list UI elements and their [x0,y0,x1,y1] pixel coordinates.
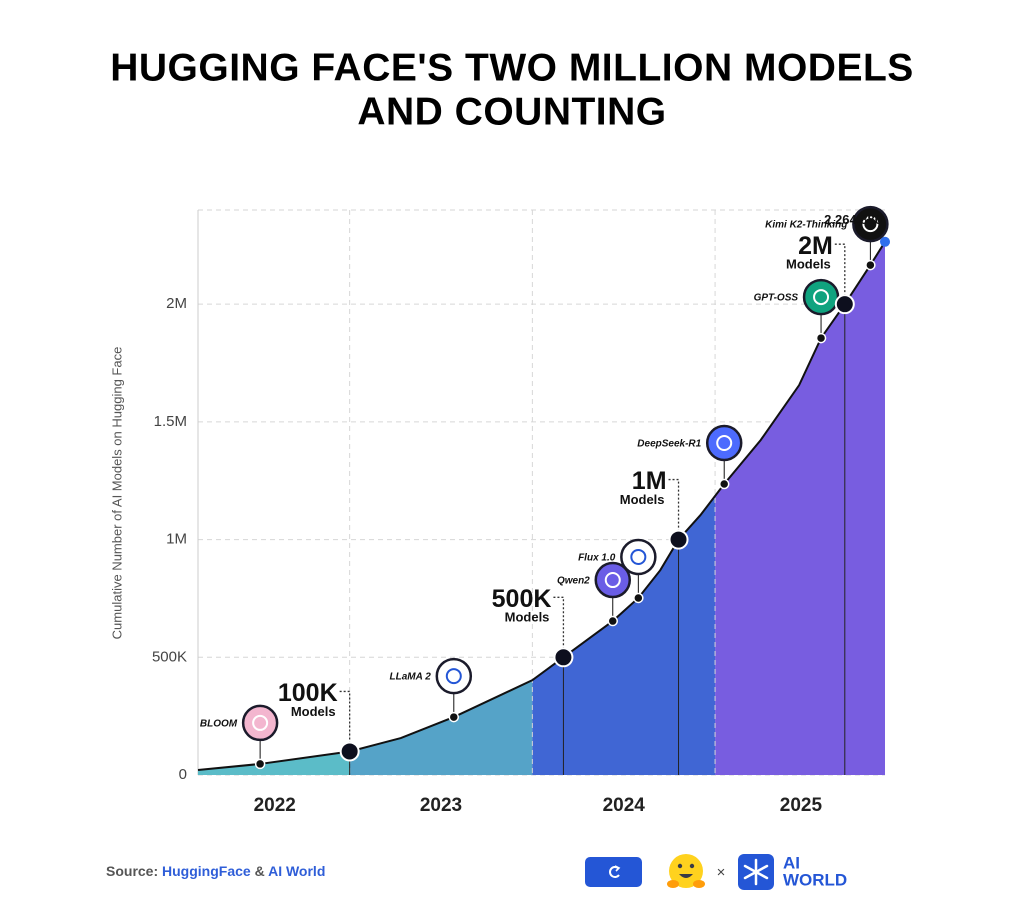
model-icon-inner [862,216,879,233]
model-icon-inner [630,548,647,565]
source-link[interactable]: AI World [268,863,325,879]
area-region [349,241,533,775]
brand: AI [783,853,800,872]
area-region [715,241,885,775]
x-tick-label: 2022 [254,795,296,816]
milestone-point [339,741,360,762]
model-icon-inner [445,668,462,685]
model-label: DeepSeek-R1 [637,439,701,450]
milestone-point [834,294,855,315]
y-tick-label: 1M [166,531,187,548]
x-tick-label: 2023 [420,795,462,816]
brand: WORLD [783,870,847,889]
refresh-button[interactable] [585,857,642,887]
model-point [718,478,730,490]
milestone-label: 100K [278,679,338,707]
milestone-point [668,529,689,550]
milestone-label: 2M [798,232,833,260]
model-point [865,259,876,271]
source-link[interactable]: HuggingFace [162,863,251,879]
model-point [607,615,619,627]
milestone-label: 500K [492,585,552,613]
plot: 0 500K 1M 1.5M 2M 2022 2023 2024 2025 BLOOM LLaMA … [152,205,890,816]
x-tick-label: 2025 [780,795,823,816]
model-label: Qwen2 [557,576,590,587]
milestone-sub: Models [620,492,665,507]
hf-mouth [679,874,693,878]
milestone-connector [668,478,680,540]
hf-hand [693,880,705,888]
x-tick-label: 2024 [603,795,646,816]
source: Source: HuggingFace & AI World [106,863,325,879]
model-label: Flux 1.0 [578,553,616,564]
model-icon-inner [604,572,621,589]
milestone-connector [339,690,351,752]
model-point [448,711,460,723]
model-point [254,758,266,770]
milestone-connector [834,243,846,305]
hf-eye [689,863,695,869]
model-icon [620,538,657,576]
model-icon-inner [252,714,269,731]
model-icon [705,424,743,462]
model-label: Kimi K2-Thinking [765,220,847,231]
milestone-point [553,647,574,668]
hf-face [669,854,703,888]
y-tick-label: 2M [166,295,187,312]
model-icon [241,704,279,742]
milestone-label: 1M [632,467,667,495]
model-icon-inner [716,435,733,452]
y-tick-label: 500K [152,648,187,665]
model-point [633,592,644,604]
y-tick-label: 1.5M [154,413,187,430]
model-icon [802,278,840,316]
source-prefix: Source: [106,863,158,879]
y-axis-label: Cumulative Number of AI Models on Huggin… [109,347,124,640]
button-bg[interactable] [585,857,642,887]
footer: Source: HuggingFace & AI World × AI WORL… [106,853,847,890]
model-icon [594,561,632,599]
milestone-sub: Models [291,704,336,719]
model-label: LLaMA 2 [389,672,431,683]
hf-logo [667,854,705,888]
model-label: GPT-OSS [754,293,799,304]
refresh-icon[interactable] [614,865,621,872]
hf-hand [667,880,679,888]
end-label: 2,264,880 [824,212,882,227]
ai-world-mark [743,858,769,886]
model-icon [435,657,473,695]
model-icon [852,205,889,243]
milestone-sub: Models [505,610,550,625]
separator: × [717,864,726,881]
y-tick-label: 0 [179,766,187,783]
model-icon-inner [813,289,830,306]
hf-eye [677,863,683,869]
model-label: BLOOM [200,719,238,730]
source-join: & [255,863,265,879]
chart-title: HUGGING FACE'S TWO MILLION MODELS [110,46,914,89]
end-point [880,236,890,247]
model-point [815,332,827,344]
milestone-sub: Models [786,257,831,272]
chart-title: AND COUNTING [357,90,666,133]
